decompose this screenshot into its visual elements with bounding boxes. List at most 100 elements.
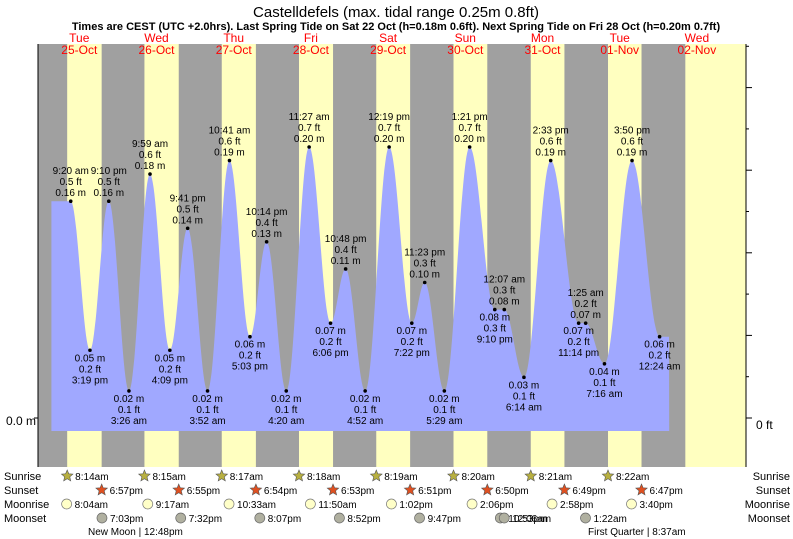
moonset-icon [580,512,591,524]
sunset-time: 6:54pm [264,486,297,497]
tide-height-m: 0.07 m [563,326,594,337]
sunset-icon [172,483,186,496]
moon-phase-new-moon: New Moon | 12:48pm [88,527,183,538]
moonrise-icon [386,498,397,510]
tide-time: 10:41 am [209,126,251,137]
tide-height-ft: 0.2 ft [575,299,597,310]
moonrise-time: 10:33am [237,500,276,511]
tide-height-m: 0.11 m [331,256,361,267]
tide-height-m: 0.13 m [251,229,282,240]
day-date: 30-Oct [447,43,484,57]
tide-height-m: 0.07 m [570,310,601,321]
tide-height-m: 0.19 m [535,148,566,159]
tide-point [363,389,367,393]
tide-height-m: 0.18 m [135,161,166,172]
sunset-icon [635,483,648,496]
sunset-icon [557,483,571,496]
tide-height-m: 0.20 m [294,134,325,145]
tide-height-m: 0.10 m [409,270,440,281]
tide-height-m: 0.02 m [192,394,223,405]
sunset-icon [403,483,417,496]
sunrise-row-label-left: Sunrise [4,471,41,483]
sunrise-time: 8:15am [152,472,185,483]
moonrise-row-label-right: Moonrise [745,499,790,511]
tide-point [583,321,588,325]
moonset-time: 12:06am [512,514,551,525]
tide-height-m: 0.06 m [644,340,675,351]
moon-phase-first-quarter: First Quarter | 8:37am [588,527,686,538]
tide-point [307,145,311,149]
sunrise-icon [60,469,74,482]
sunrise-time: 8:14am [75,472,108,483]
sunrise-icon [137,469,151,482]
tide-height-ft: 0.7 ft [298,123,320,134]
tide-height-m: 0.08 m [489,297,520,308]
astro-table: Sunrise Sunset Moonrise Moonset Sunrise … [4,469,790,538]
y-axis-label-left: 0.0 m [6,414,36,428]
tide-time: 12:24 am [639,362,681,373]
moonset-time: 9:47pm [428,514,461,525]
tide-height-ft: 0.5 ft [98,177,120,188]
tide-height-ft: 0.7 ft [378,123,400,134]
tide-height-ft: 0.1 ft [275,405,297,416]
tide-point [576,321,581,325]
tide-point [264,240,269,244]
axis: 0.0 m 0 ft [6,44,773,467]
moonrise-row-label-left: Moonrise [4,499,49,511]
tide-height-ft: 0.5 ft [60,177,82,188]
tide-time: 9:20 am [53,166,89,177]
tide-time: 6:14 am [506,402,542,413]
tide-time: 5:29 am [426,416,462,427]
sunrise-icon [292,469,306,482]
tide-height-ft: 0.6 ft [621,137,643,148]
tide-point [502,307,507,312]
daylight-band [685,44,746,467]
sunrise-icon [524,469,538,482]
tide-height-ft: 0.6 ft [139,150,161,161]
moonset-time: 10:53pm [508,514,547,525]
moonrise-icon [305,498,316,510]
tide-time: 4:20 am [268,416,304,427]
sunset-time: 6:53pm [341,486,374,497]
tide-point [467,145,472,149]
tide-height-ft: 0.2 ft [319,337,341,348]
tide-time: 9:10 pm [91,166,127,177]
tide-point [148,172,152,176]
day-date: 25-Oct [61,43,98,57]
tide-height-m: 0.07 m [315,326,346,337]
tide-height-ft: 0.5 ft [177,204,199,215]
sunset-time: 6:50pm [495,486,528,497]
moonset-time: 7:03pm [110,514,143,525]
day-headers: Tue25-OctWed26-OctThu27-OctFri28-OctSat2… [61,31,716,57]
sunset-time: 6:55pm [187,486,220,497]
tide-point [168,348,172,353]
tide-height-m: 0.20 m [374,134,405,145]
sunrise-time: 8:19am [384,472,417,483]
moonrise-time: 3:40pm [639,500,672,511]
tide-time: 3:52 am [189,416,225,427]
tide-height-ft: 0.2 ft [568,337,590,348]
tide-time: 12:07 am [483,275,525,286]
tide-point [328,321,333,325]
tide-height-m: 0.02 m [271,394,302,405]
tide-point [387,145,391,149]
tide-height-m: 0.19 m [617,148,648,159]
tide-point [442,389,447,393]
tide-height-ft: 0.1 ft [196,405,218,416]
sunset-time: 6:47pm [650,486,683,497]
tide-time: 1:25 am [568,288,604,299]
tide-point [548,158,553,163]
sunrise-icon [215,469,229,482]
moonset-time: 1:22am [593,514,626,525]
moonrise-time: 2:58pm [560,500,593,511]
day-name: Thu [223,31,244,45]
tide-height-m: 0.04 m [589,367,620,378]
day-name: Fri [304,31,318,45]
tide-height-ft: 0.7 ft [459,123,481,134]
tide-point [106,199,111,203]
sunrise-time: 8:18am [307,472,340,483]
moonrise-icon [546,498,558,510]
sunset-time: 6:49pm [572,486,605,497]
tide-height-ft: 0.6 ft [218,137,240,148]
tide-height-m: 0.08 m [479,313,510,324]
